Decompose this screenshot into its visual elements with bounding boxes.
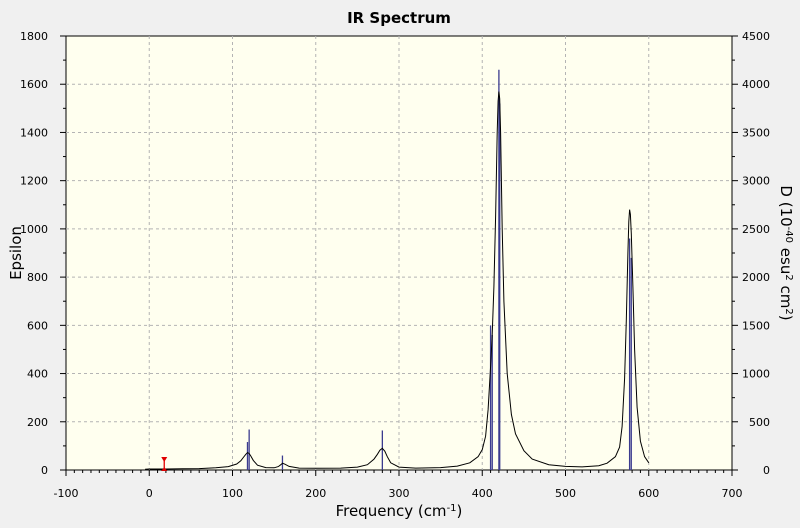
y-tick-label: 200 bbox=[27, 416, 48, 429]
y2-tick-label: 3500 bbox=[742, 126, 770, 139]
x-tick-label: 0 bbox=[146, 487, 153, 500]
marker-base[interactable] bbox=[161, 467, 168, 471]
x-tick-label: 400 bbox=[472, 487, 493, 500]
y2-tick-label: 4500 bbox=[742, 30, 770, 43]
y2-tick-label: 2500 bbox=[742, 223, 770, 236]
x-tick-label: 200 bbox=[305, 487, 326, 500]
axis-ticks: -100 0 100 200 300 400 500 600 700 0 200 400 600 800 1… bbox=[20, 30, 770, 500]
y2-tick-label: 1000 bbox=[742, 368, 770, 381]
chart-title: IR Spectrum bbox=[347, 9, 451, 27]
x-tick-label: 600 bbox=[638, 487, 659, 500]
y2-tick-label: 4000 bbox=[742, 78, 770, 91]
x-tick-label: 100 bbox=[222, 487, 243, 500]
y-tick-label: 0 bbox=[41, 464, 48, 477]
grid-lines bbox=[66, 36, 732, 470]
y-tick-label: 1000 bbox=[20, 223, 48, 236]
y2-tick-label: 3000 bbox=[742, 175, 770, 188]
y-tick-label: 800 bbox=[27, 271, 48, 284]
epsilon-curve bbox=[145, 91, 650, 470]
x-tick-label: 700 bbox=[722, 487, 743, 500]
x-axis-title: Frequency (cm-1) bbox=[336, 502, 463, 520]
x-tick-label: 300 bbox=[389, 487, 410, 500]
y-tick-label: 1400 bbox=[20, 126, 48, 139]
y-tick-label: 600 bbox=[27, 319, 48, 332]
y-tick-label: 400 bbox=[27, 368, 48, 381]
y-axis-title: Epsilon bbox=[7, 226, 25, 280]
frequency-marker[interactable] bbox=[161, 457, 168, 471]
intensity-sticks bbox=[246, 69, 632, 470]
y-tick-label: 1200 bbox=[20, 175, 48, 188]
y2-tick-label: 500 bbox=[749, 416, 770, 429]
y2-tick-label: 2000 bbox=[742, 271, 770, 284]
y2-axis-title: D (10-40 esu2 cm2) bbox=[777, 185, 795, 320]
y-tick-label: 1600 bbox=[20, 78, 48, 91]
x-tick-label: 500 bbox=[555, 487, 576, 500]
x-tick-label: -100 bbox=[54, 487, 79, 500]
y2-tick-label: 0 bbox=[763, 464, 770, 477]
marker-triangle[interactable] bbox=[161, 457, 168, 462]
y2-tick-label: 1500 bbox=[742, 319, 770, 332]
y-tick-label: 1800 bbox=[20, 30, 48, 43]
